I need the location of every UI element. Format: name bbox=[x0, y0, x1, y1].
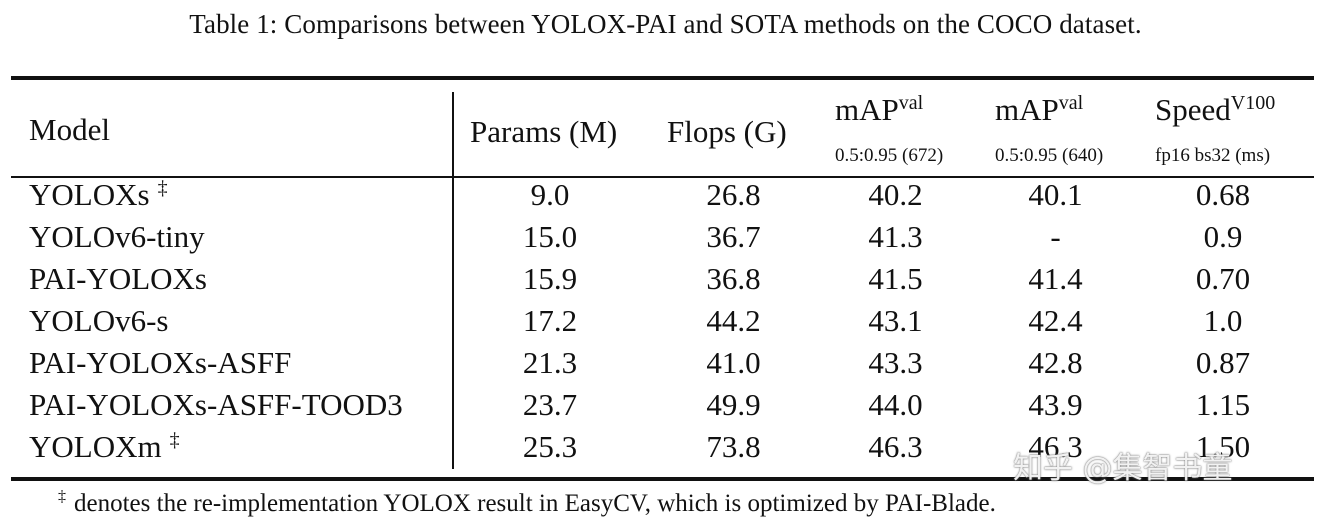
cell-model: YOLOXs ‡ bbox=[29, 177, 168, 212]
header-speed-sub: fp16 bs32 (ms) bbox=[1155, 145, 1271, 166]
dagger-mark: ‡ bbox=[169, 429, 180, 451]
table-row: YOLOXs ‡ 9.0 26.8 40.2 40.1 0.68 bbox=[0, 174, 1331, 216]
cell-map672: 44.0 bbox=[868, 387, 923, 422]
cell-speed: 1.0 bbox=[1203, 303, 1243, 338]
cell-params: 25.3 bbox=[522, 429, 578, 464]
cell-model: PAI-YOLOXs-ASFF bbox=[29, 345, 292, 380]
header-map672-main: mAP bbox=[835, 92, 899, 127]
cell-flops: 49.9 bbox=[706, 387, 761, 422]
cell-speed: 0.87 bbox=[1195, 345, 1251, 380]
cell-map640: - bbox=[1050, 219, 1061, 254]
cell-flops: 36.8 bbox=[706, 261, 761, 296]
footnote-text: denotes the re-implementation YOLOX resu… bbox=[74, 490, 996, 517]
table-row: PAI-YOLOXs-ASFF 21.3 41.0 43.3 42.8 0.87 bbox=[0, 342, 1331, 384]
cell-map672: 41.3 bbox=[868, 219, 923, 254]
cell-speed: 0.70 bbox=[1195, 261, 1251, 296]
header-map640-sub: 0.5:0.95 (640) bbox=[995, 145, 1104, 166]
table-footnote: ‡ denotes the re-implementation YOLOX res… bbox=[58, 487, 996, 524]
cell-params: 15.9 bbox=[522, 261, 578, 296]
cell-map672: 46.3 bbox=[868, 429, 923, 464]
table-row: PAI-YOLOXs-ASFF-TOOD3 23.7 49.9 44.0 43.… bbox=[0, 384, 1331, 426]
cell-speed: 1.50 bbox=[1195, 429, 1251, 464]
watermark: 知乎 @集智书童 bbox=[1013, 451, 1233, 486]
cell-map672: 40.2 bbox=[868, 177, 923, 212]
cell-model: PAI-YOLOXs bbox=[29, 261, 207, 296]
cell-map640: 43.9 bbox=[1028, 387, 1083, 422]
table-row: YOLOv6-s 17.2 44.2 43.1 42.4 1.0 bbox=[0, 300, 1331, 342]
header-speed-main: Speed bbox=[1155, 92, 1231, 127]
cell-flops: 26.8 bbox=[706, 177, 761, 212]
header-map640-sup: val bbox=[1058, 92, 1084, 114]
cell-flops: 73.8 bbox=[706, 429, 761, 464]
header-map640-main: mAP bbox=[995, 92, 1059, 127]
cell-speed: 0.68 bbox=[1195, 177, 1251, 212]
cell-model: YOLOXm ‡ bbox=[29, 429, 180, 464]
dagger-mark: ‡ bbox=[157, 177, 168, 199]
cell-map640: 42.4 bbox=[1028, 303, 1083, 338]
model-column-divider bbox=[452, 92, 454, 469]
cell-map672: 43.1 bbox=[868, 303, 923, 338]
header-model: Model bbox=[29, 112, 110, 147]
cell-flops: 44.2 bbox=[706, 303, 761, 338]
cell-params: 23.7 bbox=[522, 387, 578, 422]
cell-map672: 41.5 bbox=[868, 261, 923, 296]
header-flops: Flops (G) bbox=[667, 114, 787, 149]
cell-model: YOLOv6-s bbox=[29, 303, 169, 338]
header-map672-sup: val bbox=[898, 92, 924, 114]
table-caption: Table 1: Comparisons between YOLOX-PAI a… bbox=[189, 9, 1142, 39]
cell-speed: 1.15 bbox=[1195, 387, 1251, 422]
cell-map640: 42.8 bbox=[1028, 345, 1083, 380]
table-row: YOLOXm ‡ 25.3 73.8 46.3 46.3 1.50 bbox=[0, 426, 1331, 468]
cell-map640: 46.3 bbox=[1028, 429, 1083, 464]
cell-params: 17.2 bbox=[522, 303, 578, 338]
cell-map640: 40.1 bbox=[1028, 177, 1083, 212]
table-header-rule bbox=[11, 176, 1314, 178]
cell-flops: 41.0 bbox=[706, 345, 761, 380]
cell-params: 15.0 bbox=[522, 219, 578, 254]
cell-map672: 43.3 bbox=[868, 345, 923, 380]
header-speed: SpeedV100 bbox=[1155, 90, 1275, 134]
header-map672: mAPval bbox=[835, 90, 923, 134]
cell-flops: 36.7 bbox=[706, 219, 761, 254]
header-speed-sup: V100 bbox=[1230, 92, 1276, 114]
cell-params: 9.0 bbox=[530, 177, 570, 212]
header-params: Params (M) bbox=[470, 114, 618, 149]
cell-speed: 0.9 bbox=[1203, 219, 1243, 254]
footnote-dagger-mark: ‡ bbox=[58, 488, 66, 505]
table-bottom-rule bbox=[11, 477, 1314, 481]
header-map640: mAPval bbox=[995, 90, 1083, 134]
header-map672-sub: 0.5:0.95 (672) bbox=[835, 145, 944, 166]
cell-model: YOLOv6-tiny bbox=[29, 219, 205, 254]
cell-params: 21.3 bbox=[522, 345, 578, 380]
table-row: YOLOv6-tiny 15.0 36.7 41.3 - 0.9 bbox=[0, 216, 1331, 258]
table-row: PAI-YOLOXs 15.9 36.8 41.5 41.4 0.70 bbox=[0, 258, 1331, 300]
table-top-rule bbox=[11, 76, 1314, 80]
cell-model: PAI-YOLOXs-ASFF-TOOD3 bbox=[29, 387, 403, 422]
cell-map640: 41.4 bbox=[1028, 261, 1083, 296]
